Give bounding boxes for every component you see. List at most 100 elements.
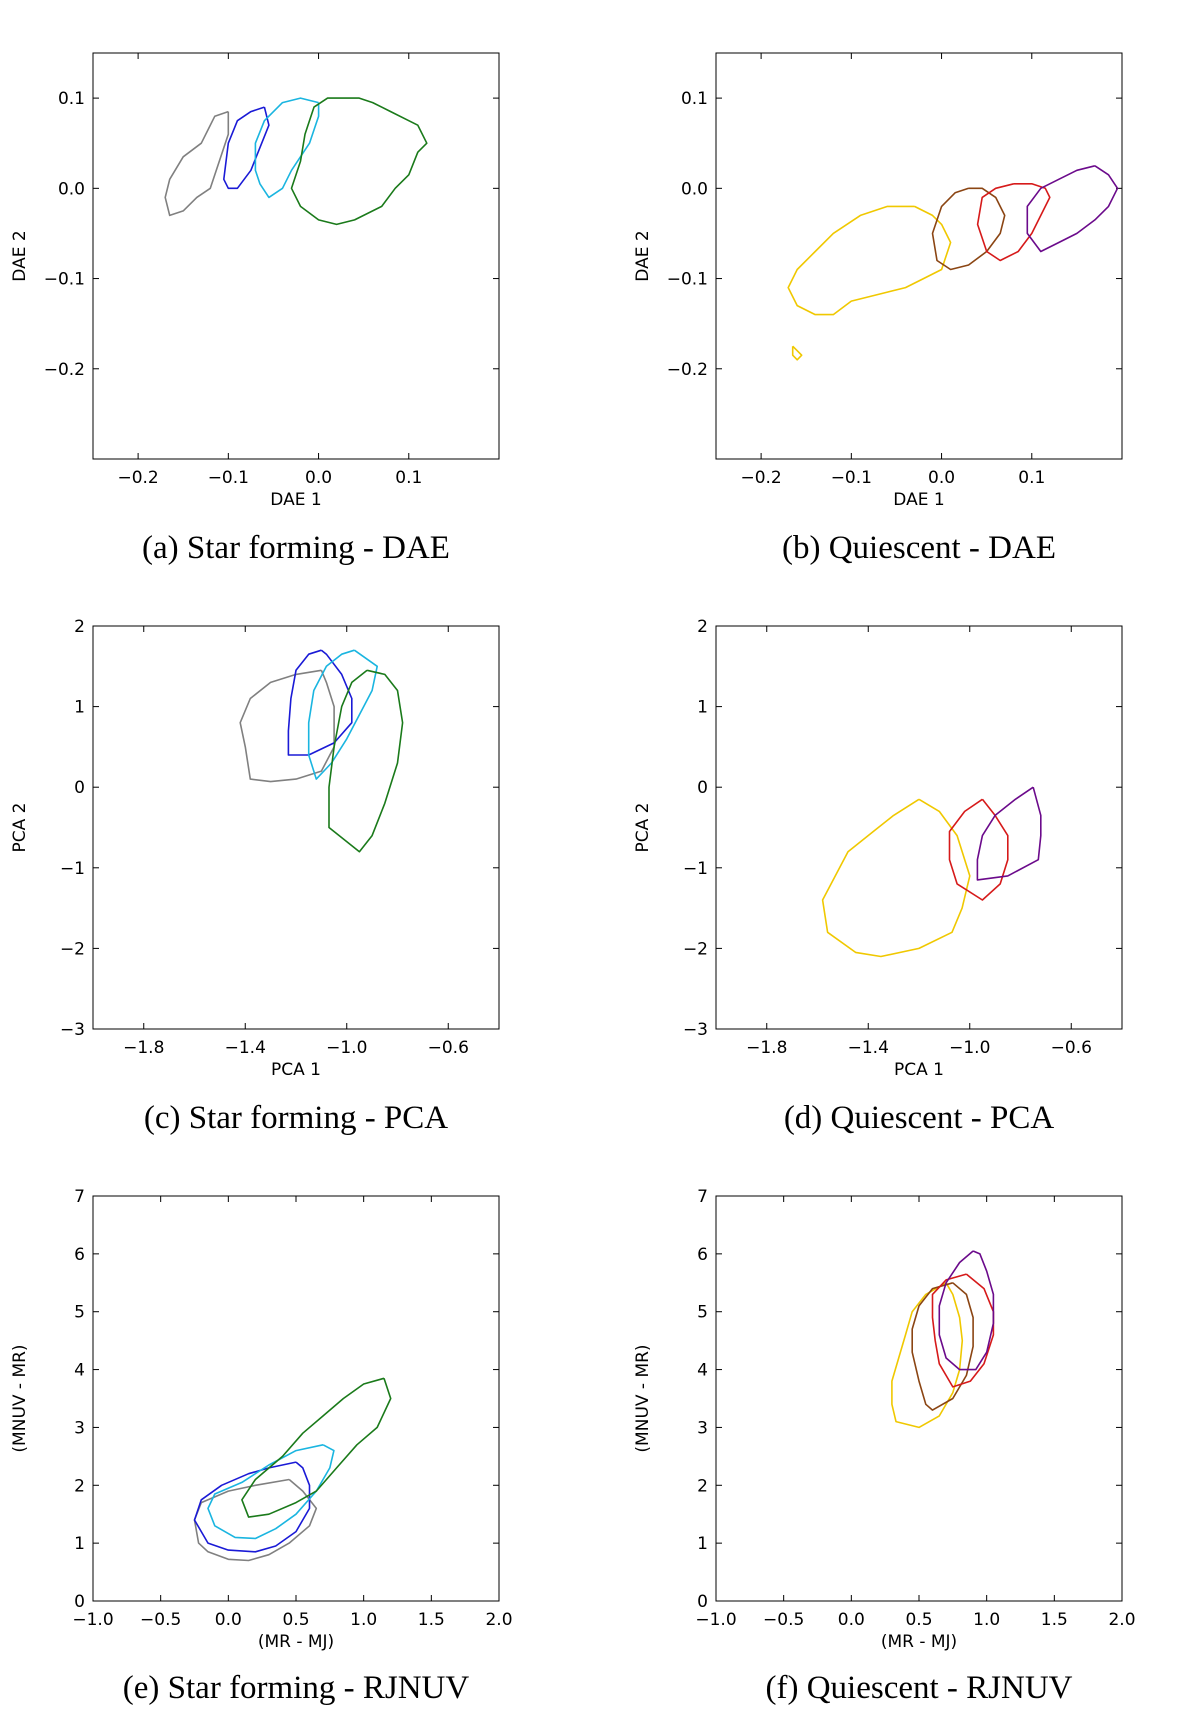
y-tick-label: −3: [60, 1020, 85, 1040]
x-tick-label: 1.0: [350, 1610, 377, 1630]
y-tick-label: 4: [697, 1361, 708, 1381]
contour-purple: [1026, 165, 1119, 253]
x-tick-label: 0.0: [215, 1610, 242, 1630]
x-tick-label: 0.0: [928, 468, 955, 488]
y-tick-label: −0.1: [44, 270, 85, 290]
y-tick-label: 0.1: [681, 89, 708, 109]
y-tick-label: −2: [683, 939, 708, 959]
panel-1: −0.2 −0.1 0.0 0.1 0.1 0.0 −0.1 −0.2 DAE 1 DAE 2 (a…: [10, 52, 500, 566]
x-tick-label: 1.5: [1041, 1610, 1068, 1630]
x-tick-label: −0.2: [117, 468, 158, 488]
y-tick-label: 3: [697, 1418, 708, 1438]
x-tick-label: −1.8: [746, 1038, 787, 1058]
x-tick-label: −1.4: [848, 1038, 889, 1058]
contour-blue: [193, 1461, 311, 1553]
y-axis-title: PCA 2: [633, 803, 653, 853]
x-tick-label: −1.0: [326, 1038, 367, 1058]
y-axis-title: (MNUV - MR): [10, 1344, 30, 1452]
contour-yellow-small-1: [791, 345, 803, 361]
y-tick-label: 6: [74, 1245, 85, 1265]
y-axis-title: PCA 2: [10, 803, 30, 853]
x-tick-label: 0.1: [1018, 468, 1045, 488]
y-tick-label: 0: [697, 1592, 708, 1612]
y-tick-label: 0: [74, 1592, 85, 1612]
y-tick-label: −1: [683, 859, 708, 879]
plot-frame: [92, 52, 500, 460]
contour-cyan: [207, 1444, 335, 1540]
x-tick-label: −0.5: [140, 1610, 181, 1630]
y-tick-label: −0.1: [667, 270, 708, 290]
x-tick-label: 0.0: [305, 468, 332, 488]
contour-gray: [239, 669, 335, 783]
y-tick-label: 0.1: [58, 89, 85, 109]
y-axis-title: DAE 2: [633, 230, 653, 281]
contour-brown: [911, 1282, 974, 1411]
contour-purple: [938, 1250, 995, 1371]
plot-frame: [715, 1195, 1123, 1602]
y-tick-label: 7: [697, 1187, 708, 1207]
x-tick-label: −0.2: [740, 468, 781, 488]
x-tick-label: 0.1: [395, 468, 422, 488]
y-tick-label: −3: [683, 1020, 708, 1040]
y-tick-label: 7: [74, 1187, 85, 1207]
contour-red: [948, 798, 1009, 901]
y-tick-label: 1: [74, 1534, 85, 1554]
y-tick-label: −1: [60, 859, 85, 879]
contour-yellow: [821, 798, 971, 958]
contour-gray: [164, 110, 230, 217]
y-tick-label: −0.2: [44, 360, 85, 380]
y-tick-label: 2: [697, 1476, 708, 1496]
x-tick-label: −0.1: [208, 468, 249, 488]
x-tick-label: −0.1: [831, 468, 872, 488]
y-axis-title: DAE 2: [10, 230, 30, 281]
x-tick-label: −1.0: [949, 1038, 990, 1058]
contour-gray: [193, 1478, 318, 1562]
x-tick-label: 1.0: [973, 1610, 1000, 1630]
panel-5: −1.0 −0.5 0.0 0.5 1.0 1.5 2.0 7 6 5 4 3 2 1 0 (MR - MJ)…: [10, 1187, 513, 1706]
x-axis-title: PCA 1: [271, 1060, 321, 1080]
x-axis-title: (MR - MJ): [258, 1632, 334, 1652]
panel-3: −1.8 −1.4 −1.0 −0.6 2 1 0 −1 −2 −3 PCA 1 PCA 2 (c) S…: [10, 617, 500, 1136]
y-axis-title: (MNUV - MR): [633, 1344, 653, 1452]
x-tick-label: −1.4: [225, 1038, 266, 1058]
panel-6: −1.0 −0.5 0.0 0.5 1.0 1.5 2.0 7 6 5 4 3 2 1 0 (MR - MJ)…: [633, 1187, 1136, 1706]
contour-yellow: [787, 205, 952, 316]
panel-4: −1.8 −1.4 −1.0 −0.6 2 1 0 −1 −2 −3 PCA 1 PCA 2 (d) Q…: [633, 617, 1123, 1136]
contour-cyan: [307, 649, 378, 780]
x-axis-title: DAE 1: [270, 490, 321, 510]
plot-frame: [715, 625, 1123, 1030]
x-tick-label: 0.0: [838, 1610, 865, 1630]
y-tick-label: 1: [74, 698, 85, 718]
x-tick-label: 2.0: [1108, 1610, 1135, 1630]
x-tick-label: 0.5: [905, 1610, 932, 1630]
y-tick-label: 5: [74, 1303, 85, 1323]
panel-caption: (f) Quiescent - RJNUV: [765, 1670, 1072, 1706]
y-tick-label: 0.0: [681, 179, 708, 199]
x-tick-label: −0.5: [763, 1610, 804, 1630]
x-tick-label: −0.6: [1051, 1038, 1092, 1058]
panel-caption: (e) Star forming - RJNUV: [123, 1670, 470, 1706]
y-tick-label: 2: [74, 1476, 85, 1496]
x-tick-label: −0.6: [428, 1038, 469, 1058]
y-tick-label: 3: [74, 1418, 85, 1438]
y-tick-label: 6: [697, 1245, 708, 1265]
y-tick-label: −0.2: [667, 360, 708, 380]
y-tick-label: 5: [697, 1303, 708, 1323]
plot-frame: [92, 625, 500, 1030]
y-tick-label: 4: [74, 1361, 85, 1381]
contour-blue: [287, 649, 353, 756]
contour-green: [290, 97, 428, 226]
y-tick-label: 2: [74, 617, 85, 637]
contour-green: [328, 669, 404, 853]
contour-red: [976, 183, 1051, 262]
y-tick-label: 1: [697, 698, 708, 718]
x-tick-label: 2.0: [485, 1610, 512, 1630]
contour-yellow: [891, 1282, 964, 1429]
contour-green: [241, 1377, 392, 1518]
x-tick-label: −1.0: [695, 1610, 736, 1630]
y-tick-label: 0.0: [58, 179, 85, 199]
x-tick-label: −1.8: [123, 1038, 164, 1058]
y-tick-label: 0: [74, 778, 85, 798]
x-tick-label: 1.5: [418, 1610, 445, 1630]
